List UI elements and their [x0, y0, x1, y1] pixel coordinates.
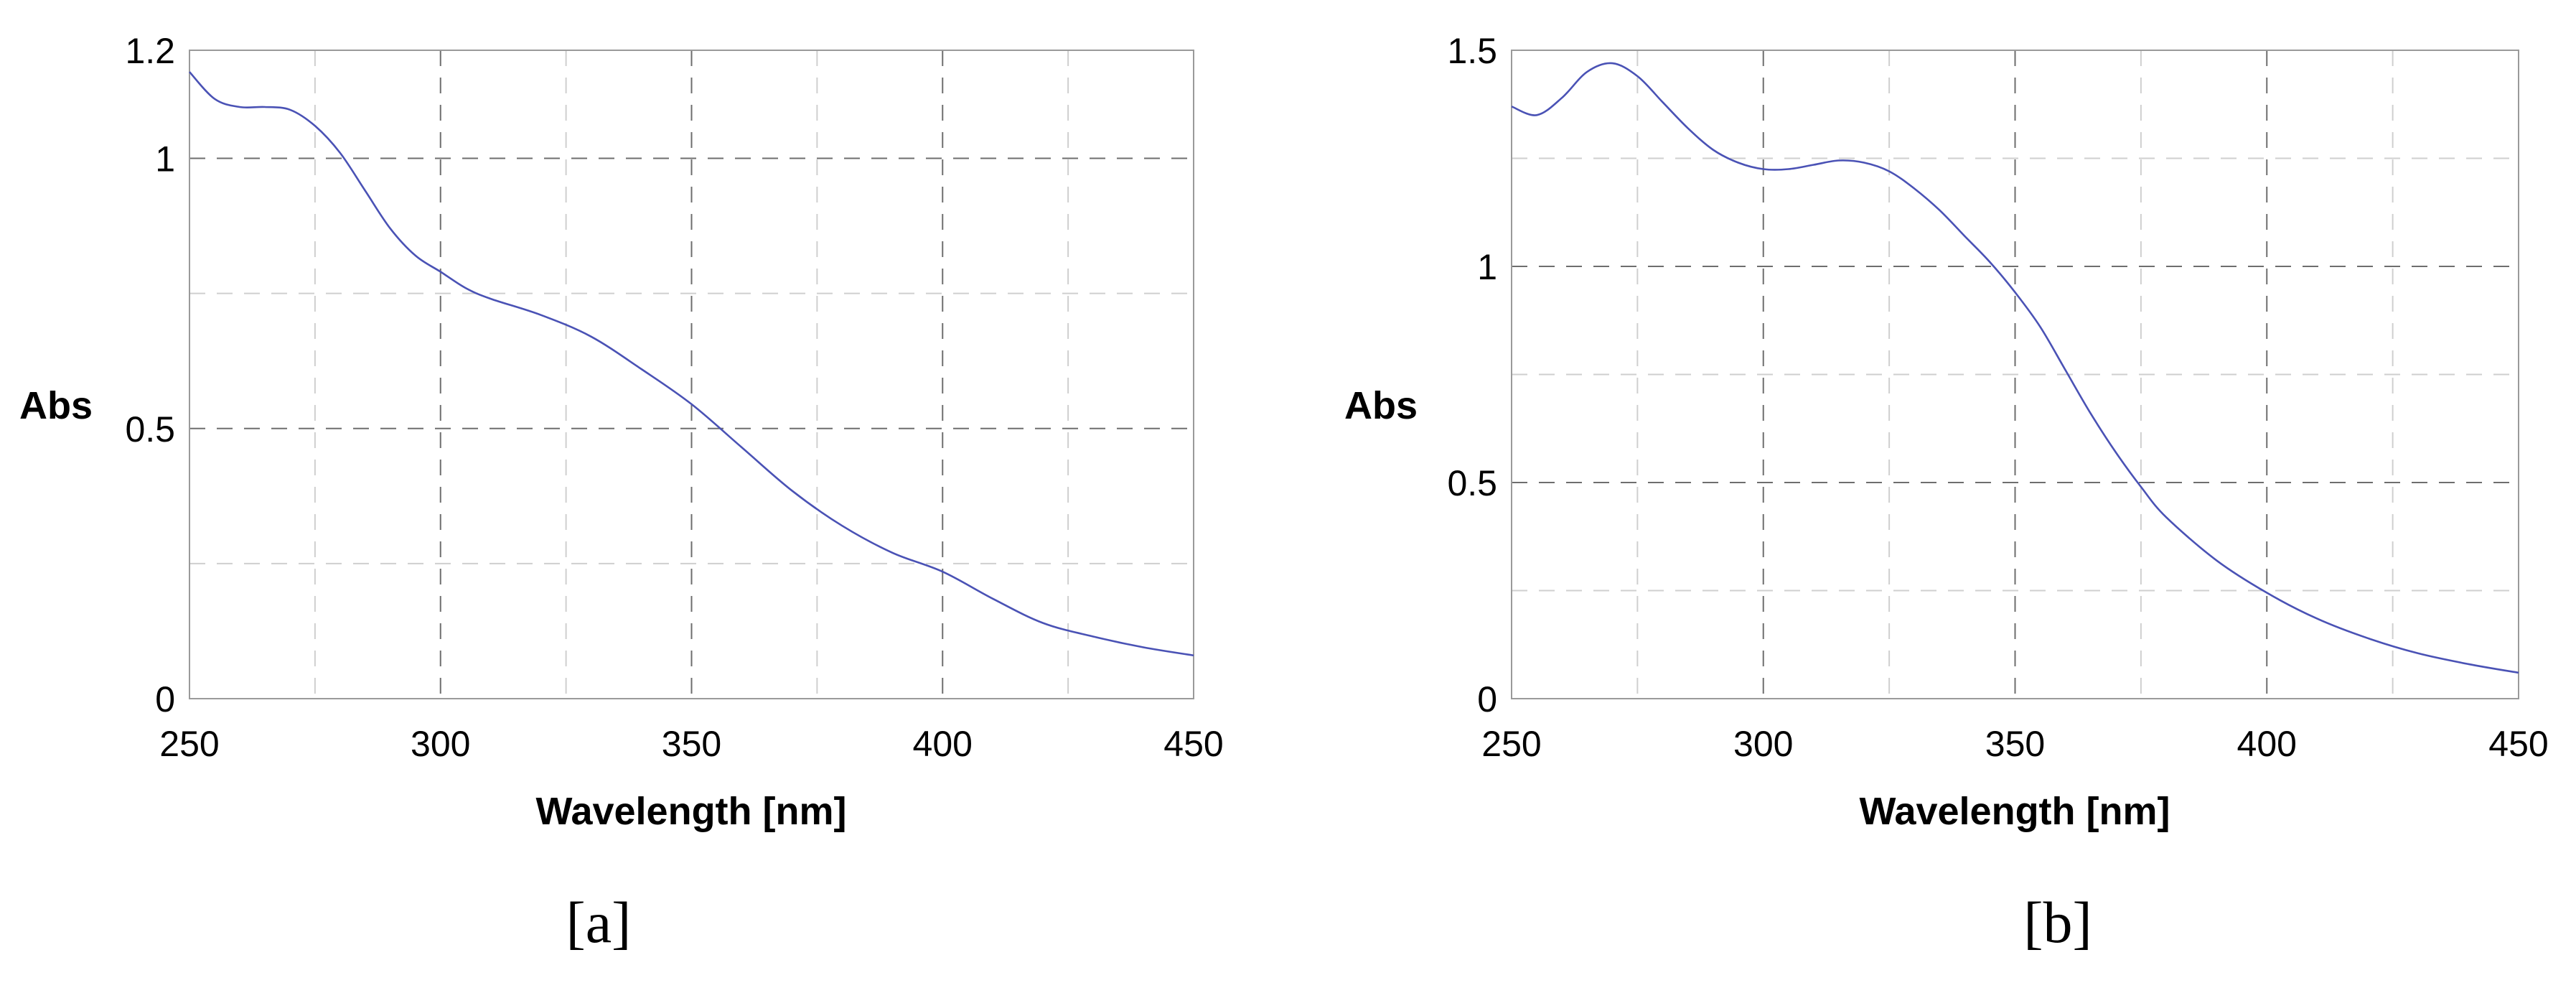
panel-a-plot-frame	[189, 50, 1194, 699]
panel-b-y-tick-label: 0.5	[1447, 463, 1497, 503]
panel-a-y-tick-label: 1.2	[125, 31, 175, 71]
panel-a-y-tick-label: 1	[155, 139, 175, 180]
panel-b-x-tick-label: 300	[1733, 724, 1793, 764]
panel-b: 250 300 350 400 450 0 0.5 1 1.5 Wavelength [nm]…	[1344, 31, 2549, 955]
panel-b-x-axis-label: Wavelength [nm]	[1859, 790, 2170, 833]
panel-b-y-tick-label: 1	[1477, 247, 1497, 287]
panel-a-x-tick-label: 300	[411, 724, 470, 764]
panel-a-x-tick-label: 450	[1163, 724, 1223, 764]
panel-b-x-tick-labels: 250 300 350 400 450	[1481, 724, 2548, 764]
panel-a-x-axis-label: Wavelength [nm]	[535, 790, 846, 833]
panel-a-y-tick-label: 0	[155, 679, 175, 719]
panel-a-y-axis-label: Abs	[19, 384, 93, 427]
panel-b-plot-frame	[1511, 50, 2519, 699]
panel-a: 250 300 350 400 450 0 0.5 1 1.2 Wavelength [nm]…	[19, 31, 1224, 955]
panel-b-absorbance-line	[1511, 62, 2519, 674]
panel-b-major-grid	[1512, 50, 2519, 699]
panel-a-minor-grid	[189, 50, 1194, 699]
panel-a-x-tick-label: 400	[913, 724, 973, 764]
panel-b-y-tick-label: 0	[1477, 679, 1497, 719]
panel-a-y-tick-label: 0.5	[125, 409, 175, 449]
panel-b-label: [b]	[2023, 890, 2092, 955]
panel-a-x-tick-label: 350	[662, 724, 721, 764]
panel-a-y-tick-labels: 0 0.5 1 1.2	[125, 31, 175, 719]
panel-b-x-tick-label: 350	[1985, 724, 2045, 764]
panel-b-minor-grid	[1512, 50, 2519, 699]
panel-b-x-tick-label: 250	[1481, 724, 1541, 764]
panel-a-label: [a]	[566, 890, 631, 955]
panel-b-x-tick-label: 400	[2237, 724, 2297, 764]
panel-b-x-tick-label: 450	[2488, 724, 2548, 764]
panel-a-x-tick-label: 250	[159, 724, 219, 764]
panel-b-y-tick-labels: 0 0.5 1 1.5	[1447, 31, 1497, 719]
panel-b-y-axis-label: Abs	[1344, 384, 1418, 427]
panel-a-x-tick-labels: 250 300 350 400 450	[159, 724, 1223, 764]
panel-b-y-tick-label: 1.5	[1447, 31, 1497, 71]
panel-a-major-grid	[189, 50, 1194, 699]
panel-a-absorbance-line	[189, 71, 1194, 657]
